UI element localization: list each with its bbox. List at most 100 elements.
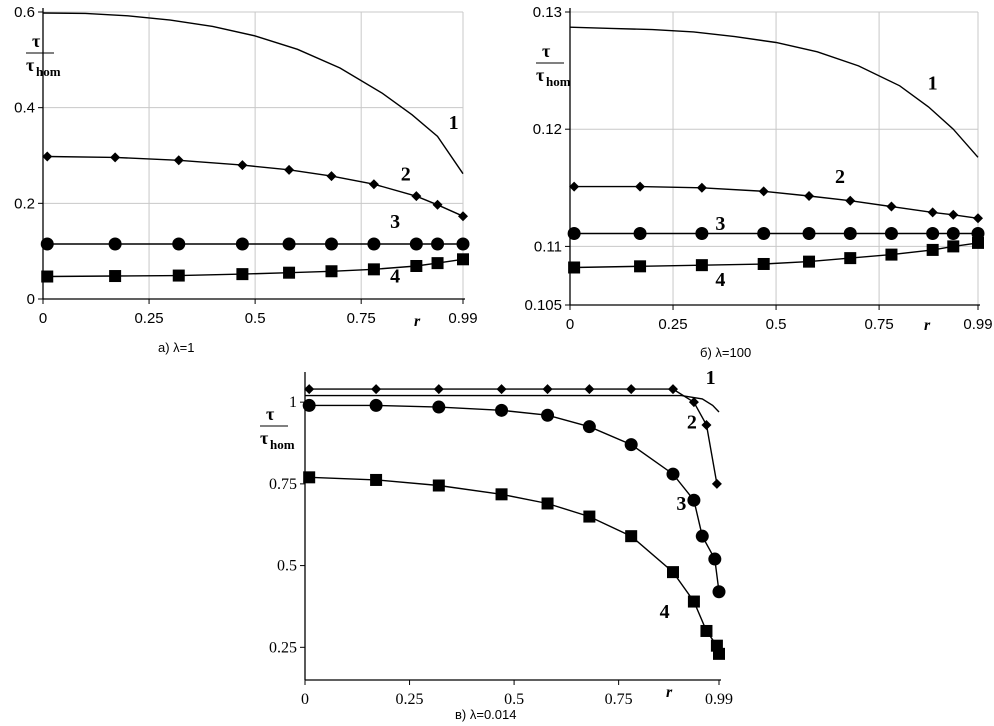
data-point (367, 263, 380, 276)
data-point (410, 259, 423, 272)
data-point (172, 269, 185, 282)
data-point (886, 201, 897, 212)
chart-caption: б) λ=100 (700, 345, 751, 360)
data-point (884, 227, 898, 241)
series-label: 2 (835, 166, 845, 188)
data-point (324, 237, 338, 251)
data-point (633, 227, 647, 241)
data-point (431, 237, 445, 251)
data-point (802, 227, 816, 241)
data-point (804, 191, 815, 202)
y-tick-label: 0.13 (533, 4, 562, 21)
y-axis-label: ττ hom (536, 41, 571, 89)
grid (570, 11, 979, 305)
data-point (409, 237, 423, 251)
data-point (758, 186, 769, 197)
series-2: 2 (304, 384, 722, 489)
data-point (235, 237, 249, 251)
data-point (634, 260, 647, 273)
data-point (456, 237, 470, 251)
series-3: 3 (302, 398, 726, 599)
y-tick-label: 0.75 (269, 476, 297, 493)
axes: 0.25 0.5 0.75 1 0 0.25 0.5 0.75 0.99 (269, 372, 733, 708)
series-1: 1 (305, 367, 720, 413)
grid (43, 11, 464, 299)
data-point (711, 478, 722, 489)
data-point (635, 181, 646, 192)
data-point (326, 171, 337, 182)
y-tick-label: 0.6 (14, 4, 35, 21)
data-point (432, 400, 446, 414)
data-point (431, 257, 444, 270)
data-point (688, 397, 699, 408)
series-label: 4 (660, 601, 670, 623)
data-point (843, 227, 857, 241)
series-label: 3 (715, 213, 725, 235)
data-point (582, 420, 596, 434)
x-tick-label: 0.75 (347, 310, 376, 327)
data-point (458, 211, 468, 222)
series-4-line (47, 258, 464, 278)
series-4: 4 (41, 253, 469, 287)
data-point (304, 384, 315, 395)
series-label: 1 (706, 367, 716, 389)
axes: 0 0.2 0.4 0.6 0 0.25 0.5 0.75 0.99 (14, 4, 477, 327)
data-point (668, 384, 678, 395)
data-point (41, 270, 54, 283)
data-point (844, 252, 857, 265)
y-tick-label: 1 (289, 394, 297, 411)
series-4: 4 (568, 236, 984, 291)
data-point (433, 384, 444, 395)
data-point (687, 595, 700, 608)
x-tick-label: 0.75 (605, 691, 633, 708)
y-label-denominator: τ (536, 65, 545, 85)
series-label: 4 (390, 265, 400, 287)
y-tick-label: 0.25 (269, 639, 297, 656)
chart-caption: в) λ=0.014 (455, 707, 516, 722)
y-axis-label: ττ hom (260, 404, 295, 452)
data-point (696, 182, 707, 193)
x-tick-label: 0.5 (504, 691, 524, 708)
data-point (367, 237, 381, 251)
data-point (926, 243, 939, 256)
data-point (173, 155, 184, 166)
y-tick-label: 0.12 (533, 121, 562, 138)
data-point (972, 236, 984, 249)
data-point (108, 237, 122, 251)
data-point (371, 384, 382, 395)
data-point (713, 647, 725, 660)
data-point (695, 529, 709, 543)
x-tick-label: 0.5 (766, 316, 787, 333)
y-label-subscript: hom (546, 74, 571, 89)
series-label: 1 (928, 72, 938, 94)
data-point (701, 420, 712, 431)
data-point (457, 253, 469, 266)
data-point (284, 164, 295, 175)
data-point (695, 259, 708, 272)
series-label: 3 (390, 211, 400, 233)
data-point (411, 191, 422, 202)
data-point (885, 248, 898, 261)
data-point (947, 240, 960, 253)
data-point (584, 384, 595, 395)
y-label-subscript: hom (270, 437, 295, 452)
data-point (926, 227, 940, 241)
data-point (432, 199, 443, 210)
data-point (757, 227, 771, 241)
x-axis-label: r (924, 317, 931, 334)
y-tick-label: 0.4 (14, 100, 35, 117)
data-point (541, 497, 554, 510)
data-point (687, 493, 701, 507)
y-axis-label: ττ hom (26, 31, 61, 79)
data-point (625, 530, 638, 543)
x-tick-label: 0.25 (658, 316, 687, 333)
x-tick-label: 0.25 (396, 691, 424, 708)
data-point (700, 624, 713, 637)
y-tick-label: 0.11 (534, 238, 562, 255)
series-2-line (47, 155, 464, 217)
data-point (626, 384, 637, 395)
data-point (283, 266, 296, 279)
y-tick-label: 0 (27, 291, 35, 308)
series-3-line (309, 404, 720, 592)
